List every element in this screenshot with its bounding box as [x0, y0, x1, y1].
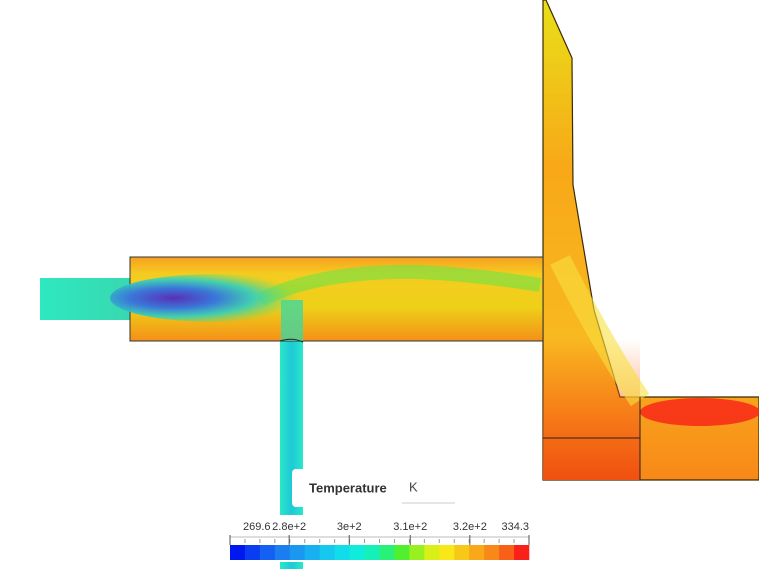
- tick-label: 3.1e+2: [393, 521, 427, 533]
- hot-zone: [640, 398, 759, 426]
- boundary: [279, 338, 304, 343]
- color-swatch: [274, 545, 291, 560]
- tick-label: 3.2e+2: [453, 521, 487, 533]
- color-swatch: [289, 545, 306, 560]
- flow-band: [550, 255, 650, 407]
- color-swatch: [484, 545, 500, 560]
- color-swatch: [469, 545, 485, 560]
- color-swatch: [259, 545, 276, 560]
- legend-header: [292, 469, 455, 507]
- tick-label: 2.8e+2: [272, 521, 306, 533]
- color-swatch: [379, 545, 395, 560]
- color-swatch: [439, 545, 455, 560]
- cold-core: [110, 274, 320, 322]
- color-swatch: [409, 545, 425, 560]
- branch-pipe: [280, 341, 303, 569]
- color-swatch: [424, 545, 440, 560]
- color-swatch: [334, 545, 350, 560]
- legend-unit[interactable]: K: [409, 479, 418, 494]
- color-swatch: [394, 545, 410, 560]
- color-swatch: [349, 545, 365, 560]
- color-legend: 269.6 2.8e+2 3e+2 3.1e+2 3.2e+2 334.3: [229, 521, 530, 560]
- color-swatch: [514, 545, 530, 560]
- color-swatch: [499, 545, 515, 560]
- color-swatch: [244, 545, 261, 560]
- color-swatch: [364, 545, 380, 560]
- color-swatch: [304, 545, 320, 560]
- color-swatch: [454, 545, 470, 560]
- color-swatch: [319, 545, 335, 560]
- tick-label: 3e+2: [337, 521, 362, 533]
- tick-label: 269.6: [243, 521, 271, 533]
- legend-title: Temperature: [309, 480, 387, 495]
- tick-label: 334.3: [501, 521, 529, 533]
- color-swatch: [230, 545, 246, 560]
